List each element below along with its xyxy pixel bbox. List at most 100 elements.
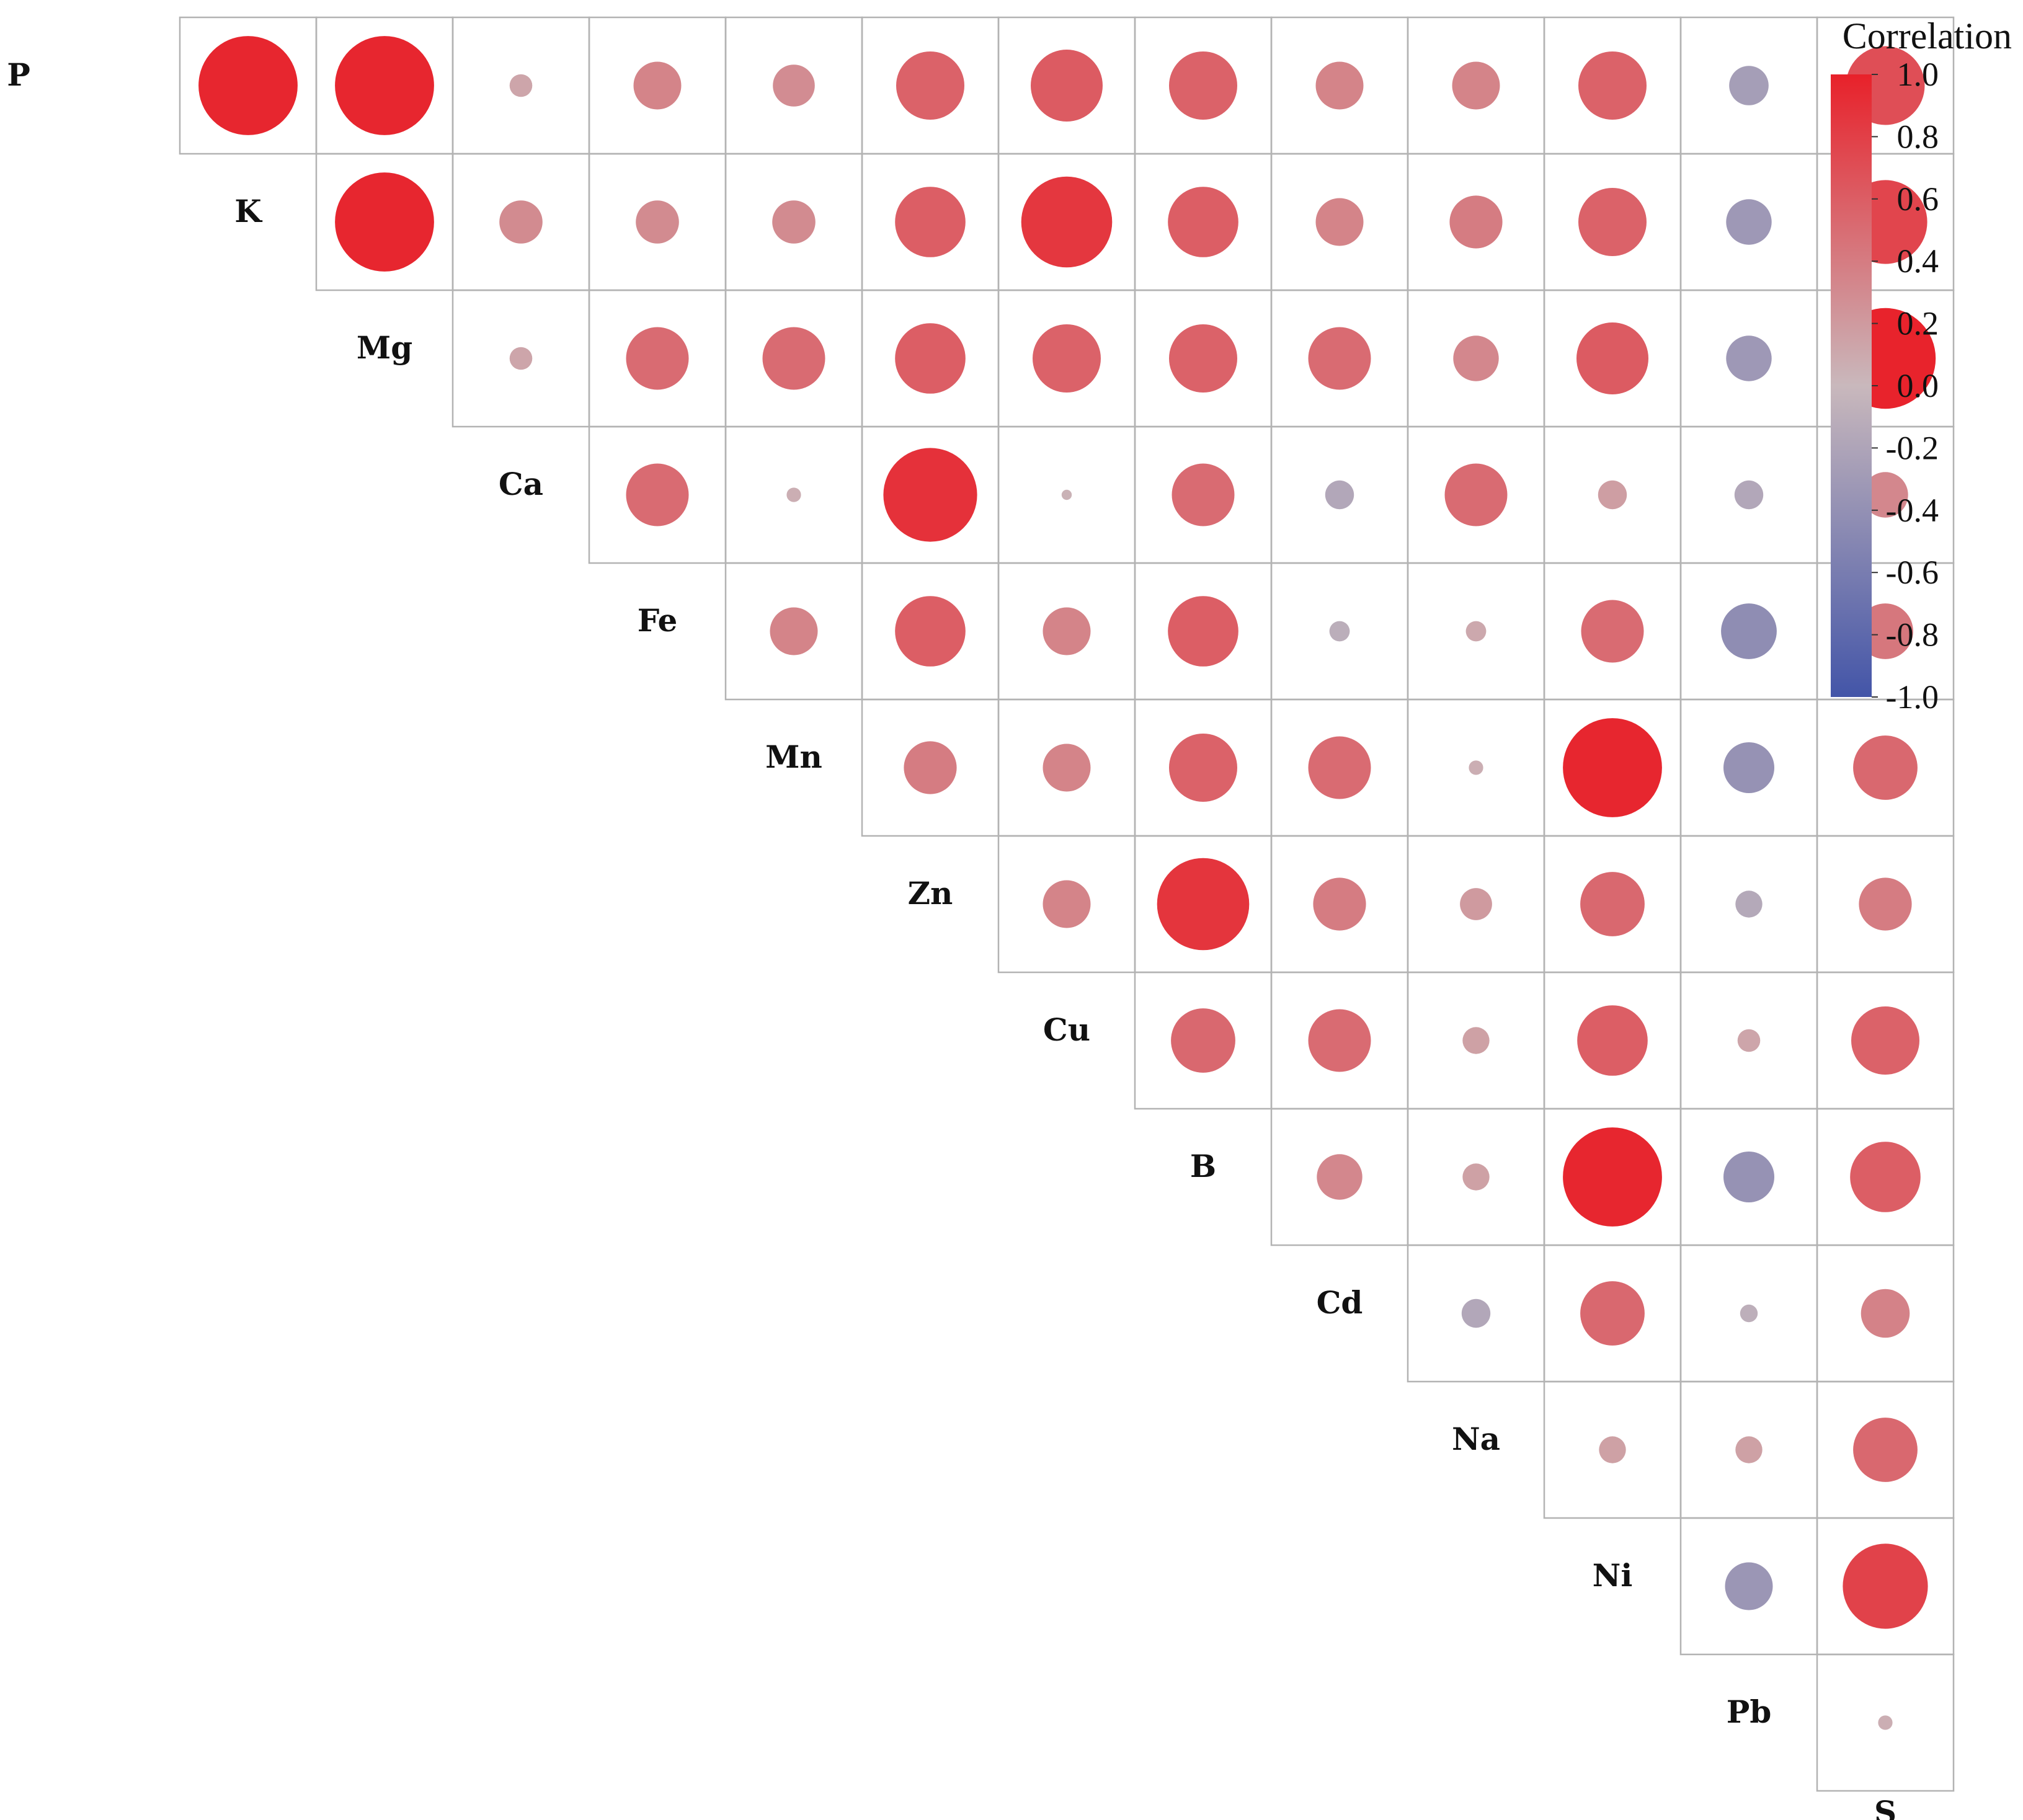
corr-circle-Cd-Ni — [1580, 1281, 1645, 1346]
corr-circle-Ca-B — [1172, 463, 1235, 526]
corr-circle-K-Cu — [1021, 176, 1113, 268]
corr-circle-Mg-Ca — [509, 347, 533, 370]
legend-tick-label: -0.6 — [1886, 554, 1939, 591]
corr-circle-K-B — [1168, 187, 1238, 257]
corr-circle-Mn-B — [1169, 734, 1237, 802]
variable-label-fe: Fe — [638, 602, 678, 639]
legend-ticks: 1.0 0.8 0.6 0.4 0.2 0.0 -0.2 -0.4 -0.6 -0.8 -1.0 — [1872, 56, 1939, 716]
corr-circle-Zn-Cd — [1313, 877, 1366, 931]
corr-circle-P-Ni — [1578, 51, 1647, 120]
variable-label-zn: Zn — [908, 875, 953, 912]
legend-tick-label: 0.4 — [1897, 242, 1939, 280]
variable-label-s: S — [1874, 1794, 1896, 1820]
corr-circle-K-Mg — [335, 172, 434, 272]
corr-circle-K-Na — [1449, 195, 1503, 249]
corr-circle-Zn-Cu — [1043, 880, 1091, 928]
corr-circle-Fe-Zn — [895, 596, 966, 667]
legend-title: Correlation — [1843, 16, 2012, 56]
corr-circle-K-Mn — [772, 200, 816, 244]
variable-label-b: B — [1190, 1148, 1216, 1184]
corr-circle-Mg-Cd — [1308, 327, 1371, 390]
legend-tick-label: 1.0 — [1897, 56, 1939, 93]
variable-label-pb: Pb — [1727, 1693, 1772, 1730]
corr-circle-Cu-Cd — [1308, 1009, 1371, 1072]
legend-tick-label: -0.4 — [1886, 492, 1939, 529]
corr-circle-P-Fe — [633, 61, 682, 110]
variable-label-cu: Cu — [1043, 1011, 1090, 1048]
corr-circle-Fe-Cd — [1329, 621, 1350, 642]
legend-tick-label: 0.2 — [1897, 305, 1939, 342]
corr-circle-Cu-Ni — [1577, 1005, 1648, 1076]
corr-circle-P-B — [1169, 51, 1237, 120]
corr-circle-Cu-B — [1171, 1008, 1235, 1073]
corr-circle-B-S — [1850, 1142, 1921, 1212]
corr-circle-Zn-Pb — [1735, 890, 1763, 918]
corr-circle-Na-Pb — [1735, 1436, 1763, 1463]
legend-tick-label: 0.0 — [1897, 367, 1939, 404]
variable-label-na: Na — [1452, 1421, 1500, 1457]
corr-circle-Mg-Fe — [626, 327, 689, 390]
corr-circle-Zn-S — [1859, 877, 1912, 931]
corr-circle-Ca-Fe — [626, 463, 689, 526]
legend-tick-label: -1.0 — [1886, 678, 1939, 716]
corr-circle-Mn-Ni — [1563, 718, 1662, 817]
corr-circle-K-Zn — [895, 187, 966, 257]
corr-circle-B-Na — [1462, 1163, 1490, 1191]
corr-circle-P-Na — [1452, 61, 1500, 110]
corr-circle-Mg-Ni — [1576, 322, 1648, 394]
corr-circle-P-Pb — [1729, 66, 1769, 105]
corr-circle-Fe-Mn — [770, 607, 818, 655]
variable-label-mg: Mg — [357, 329, 412, 366]
corr-circle-Mg-Mn — [762, 327, 825, 390]
legend-tick-label: -0.8 — [1886, 616, 1939, 654]
corr-circle-Cd-Pb — [1740, 1304, 1758, 1323]
variable-label-p: P — [7, 56, 30, 93]
corr-circle-Mn-Pb — [1723, 742, 1774, 793]
corr-circle-B-Pb — [1723, 1152, 1774, 1202]
corr-circle-Pb-S — [1878, 1715, 1893, 1730]
corr-circle-Fe-B — [1168, 596, 1238, 667]
variable-label-ca: Ca — [499, 466, 543, 502]
corr-circle-Cu-Pb — [1737, 1029, 1761, 1052]
corr-circle-Zn-Ni — [1580, 872, 1645, 936]
corr-circle-K-Pb — [1726, 199, 1772, 245]
correlation-circles — [198, 36, 1936, 1730]
corr-circle-Mg-Pb — [1726, 335, 1772, 381]
corr-circle-Ca-Na — [1444, 463, 1508, 526]
corr-circle-Mg-Cu — [1033, 324, 1101, 393]
corr-circle-Cd-S — [1861, 1289, 1910, 1338]
legend-tick-label: 0.6 — [1897, 180, 1939, 218]
variable-label-mn: Mn — [765, 739, 822, 775]
corr-circle-Mn-Cd — [1308, 736, 1371, 799]
corr-circle-Mn-Na — [1469, 760, 1483, 775]
variable-label-k: K — [234, 193, 262, 229]
variable-label-cd: Cd — [1317, 1284, 1363, 1321]
corr-circle-Fe-Ni — [1581, 600, 1644, 663]
corr-circle-Cu-S — [1851, 1006, 1919, 1075]
corr-circle-Mg-Zn — [895, 323, 966, 394]
corr-circle-Fe-Cu — [1043, 607, 1091, 655]
corr-circle-P-Mg — [335, 36, 434, 135]
corr-circle-P-Ca — [509, 74, 533, 97]
corr-circle-K-Fe — [636, 200, 679, 244]
corr-circle-Zn-Na — [1460, 888, 1492, 920]
corr-circle-Mn-S — [1853, 735, 1918, 800]
corr-circle-K-Ni — [1578, 188, 1647, 256]
corr-circle-P-Zn — [896, 51, 964, 120]
variable-labels: P K Mg Ca Fe Mn Zn Cu B Cd Na Ni Pb S — [7, 56, 1896, 1820]
corr-circle-Ni-S — [1843, 1543, 1928, 1629]
corr-circle-Fe-Na — [1465, 621, 1487, 642]
corr-circle-P-Mn — [773, 64, 815, 107]
variable-label-ni: Ni — [1593, 1557, 1633, 1594]
corr-circle-Ca-Cd — [1325, 480, 1354, 510]
corr-circle-Ni-Pb — [1725, 1562, 1773, 1610]
corr-circle-Mg-B — [1169, 324, 1237, 393]
corr-circle-Zn-B — [1157, 858, 1250, 951]
color-legend: Correlation 1.0 0.8 0.6 0.4 0.2 0.0 -0.2 -0.4 -0… — [1831, 16, 2012, 716]
grid-cell-Pb-S — [1816, 1653, 1955, 1792]
corr-circle-K-Ca — [499, 200, 543, 244]
legend-tick-label: -0.2 — [1886, 429, 1939, 466]
corr-circle-B-Ni — [1563, 1127, 1662, 1227]
corr-circle-Mg-Na — [1453, 335, 1499, 381]
